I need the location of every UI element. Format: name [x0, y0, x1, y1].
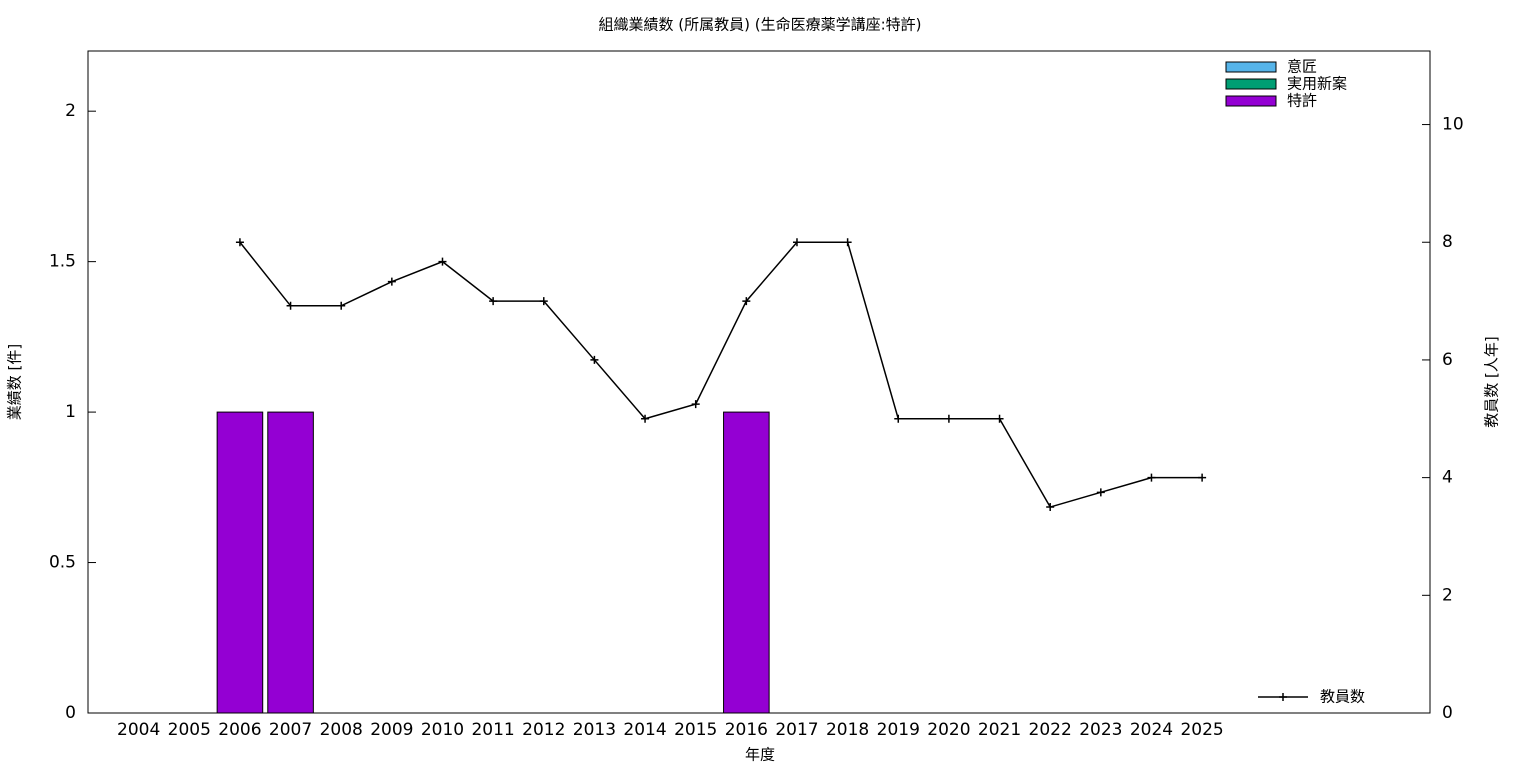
point	[995, 414, 1004, 423]
y-tick-label: 0.5	[49, 553, 76, 573]
chart-title: 組織業績数 (所属教員) (生命医療薬学講座:特許)	[598, 16, 921, 34]
legend-label: 意匠	[1287, 58, 1317, 76]
x-tick-label: 2012	[522, 720, 565, 740]
x-tick-label: 2006	[218, 720, 261, 740]
y2-tick-label: 10	[1442, 115, 1464, 135]
x-tick-label: 2018	[826, 720, 869, 740]
y2-tick-label: 4	[1442, 468, 1453, 488]
legend-swatch	[1225, 78, 1277, 90]
point	[1198, 473, 1207, 482]
y-tick-label: 2	[65, 101, 76, 121]
x-tick-label: 2009	[370, 720, 413, 740]
point	[387, 277, 396, 286]
x-tick-label: 2017	[775, 720, 818, 740]
point	[944, 414, 953, 423]
point	[1046, 503, 1055, 512]
x-tick-label: 2010	[421, 720, 464, 740]
y2-axis-label: 教員数 [人年]	[1483, 336, 1501, 427]
legend-point	[1279, 693, 1287, 701]
x-tick-label: 2013	[573, 720, 616, 740]
bar	[267, 411, 314, 714]
x-tick-label: 2015	[674, 720, 717, 740]
y-tick-label: 0	[65, 703, 76, 723]
x-tick-label: 2011	[471, 720, 514, 740]
point	[843, 238, 852, 247]
point	[894, 414, 903, 423]
legend-swatch	[1225, 61, 1277, 73]
line	[239, 241, 1203, 508]
x-tick-label: 2024	[1130, 720, 1173, 740]
x-tick-label: 2025	[1180, 720, 1223, 740]
x-tick-label: 2016	[725, 720, 768, 740]
x-axis-label: 年度	[745, 746, 775, 764]
point	[1147, 473, 1156, 482]
point	[235, 238, 244, 247]
x-tick-label: 2023	[1079, 720, 1122, 740]
point	[691, 400, 700, 409]
bar	[723, 411, 770, 714]
point	[590, 355, 599, 364]
y-axis-label: 業績数 [件]	[6, 344, 24, 420]
x-tick-label: 2021	[978, 720, 1021, 740]
y2-tick-label: 6	[1442, 350, 1453, 370]
point	[438, 257, 447, 266]
x-tick-label: 2014	[623, 720, 666, 740]
point	[337, 301, 346, 310]
x-tick-label: 2004	[117, 720, 160, 740]
legend-label: 実用新案	[1287, 75, 1347, 93]
point	[286, 301, 295, 310]
point	[742, 297, 751, 306]
x-tick-label: 2022	[1029, 720, 1072, 740]
legend-swatch	[1225, 95, 1277, 107]
y2-tick-label: 0	[1442, 703, 1453, 723]
y2-tick-label: 2	[1442, 585, 1453, 605]
y2-tick-label: 8	[1442, 232, 1453, 252]
point	[539, 297, 548, 306]
point	[641, 414, 650, 423]
point	[489, 297, 498, 306]
legend-label: 特許	[1287, 92, 1317, 110]
point	[792, 238, 801, 247]
point	[1096, 488, 1105, 497]
y-tick-label: 1	[65, 402, 76, 422]
x-tick-label: 2007	[269, 720, 312, 740]
x-tick-label: 2019	[877, 720, 920, 740]
x-tick-label: 2008	[320, 720, 363, 740]
x-tick-label: 2020	[927, 720, 970, 740]
x-tick-label: 2005	[168, 720, 211, 740]
bar	[216, 411, 264, 714]
y-tick-label: 1.5	[49, 252, 76, 272]
legend-label: 教員数	[1320, 688, 1365, 706]
